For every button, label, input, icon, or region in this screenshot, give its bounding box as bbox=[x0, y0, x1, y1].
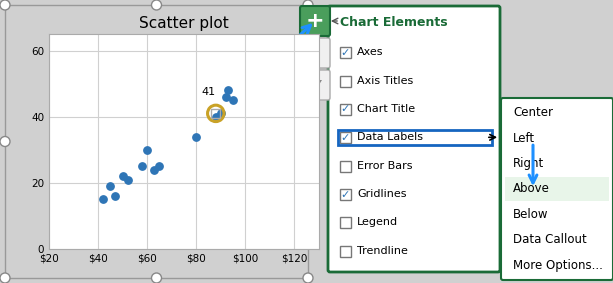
Bar bbox=[340, 217, 351, 228]
Bar bbox=[340, 189, 351, 200]
Text: Above: Above bbox=[513, 183, 550, 196]
Bar bbox=[505, 177, 609, 201]
Bar bbox=[340, 161, 351, 172]
Text: 41: 41 bbox=[201, 87, 216, 97]
Text: Chart Title: Chart Title bbox=[357, 104, 415, 114]
Text: +: + bbox=[306, 11, 324, 31]
Text: Left: Left bbox=[513, 132, 535, 145]
Text: ✓: ✓ bbox=[341, 104, 350, 114]
Text: Axis Titles: Axis Titles bbox=[357, 76, 413, 85]
Text: Gridlines: Gridlines bbox=[357, 189, 406, 199]
Point bbox=[105, 184, 115, 188]
Text: Trendline: Trendline bbox=[357, 246, 408, 256]
Text: Right: Right bbox=[513, 157, 544, 170]
Text: Data Callout: Data Callout bbox=[513, 233, 587, 246]
Bar bbox=[340, 104, 351, 115]
Point bbox=[118, 174, 128, 179]
Circle shape bbox=[303, 136, 313, 147]
Point bbox=[142, 147, 152, 152]
FancyBboxPatch shape bbox=[328, 6, 500, 272]
Point bbox=[216, 111, 226, 116]
Bar bbox=[340, 246, 351, 257]
Circle shape bbox=[0, 136, 10, 147]
Point bbox=[150, 167, 159, 172]
Text: More Options...: More Options... bbox=[513, 259, 603, 272]
Point bbox=[211, 114, 221, 119]
Point bbox=[154, 164, 164, 169]
Text: Center: Center bbox=[513, 106, 553, 119]
Bar bbox=[5, 5, 308, 278]
Point bbox=[228, 98, 238, 102]
Point bbox=[98, 197, 108, 202]
Title: Scatter plot: Scatter plot bbox=[139, 16, 229, 31]
Point bbox=[110, 194, 120, 198]
Circle shape bbox=[151, 0, 161, 10]
Point bbox=[191, 134, 201, 139]
FancyBboxPatch shape bbox=[300, 70, 330, 100]
Bar bbox=[338, 130, 492, 145]
Text: Below: Below bbox=[513, 208, 549, 221]
Circle shape bbox=[0, 273, 10, 283]
Point bbox=[211, 111, 221, 116]
Text: Data Labels: Data Labels bbox=[357, 132, 423, 142]
Point bbox=[123, 177, 132, 182]
Point bbox=[223, 88, 233, 93]
Point bbox=[137, 164, 147, 169]
Text: ✓: ✓ bbox=[341, 48, 350, 58]
Bar bbox=[340, 47, 351, 58]
Text: Chart Elements: Chart Elements bbox=[340, 16, 447, 29]
Polygon shape bbox=[308, 80, 322, 88]
Text: Axes: Axes bbox=[357, 47, 384, 57]
Text: Legend: Legend bbox=[357, 217, 398, 228]
Bar bbox=[340, 132, 351, 143]
FancyBboxPatch shape bbox=[300, 6, 330, 36]
Circle shape bbox=[0, 0, 10, 10]
Circle shape bbox=[151, 273, 161, 283]
Bar bbox=[340, 76, 351, 87]
FancyBboxPatch shape bbox=[501, 98, 613, 280]
Point bbox=[221, 95, 230, 99]
Circle shape bbox=[303, 0, 313, 10]
Text: ✓: ✓ bbox=[341, 133, 350, 143]
FancyBboxPatch shape bbox=[300, 38, 330, 68]
Text: Error Bars: Error Bars bbox=[357, 161, 413, 171]
Circle shape bbox=[303, 273, 313, 283]
Point bbox=[211, 111, 221, 116]
Text: ✓: ✓ bbox=[341, 190, 350, 200]
